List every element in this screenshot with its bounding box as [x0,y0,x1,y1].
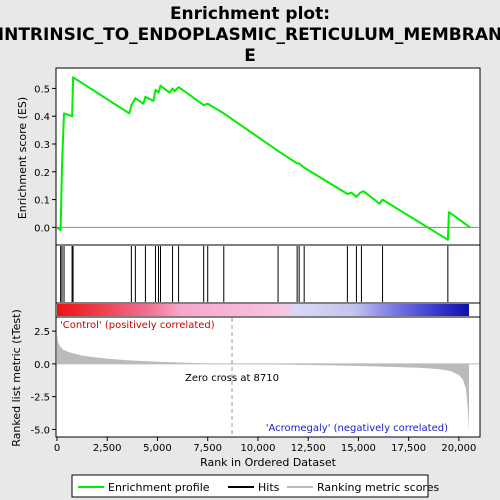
legend-label-metric: Ranking metric scores [317,481,439,494]
metric-y-tick-label: 0.0 [34,360,50,371]
hits-group [60,246,449,302]
x-tick-label: 0 [54,443,60,454]
metric-panel [55,316,481,438]
metric-y-tick-label: -5.0 [30,425,50,436]
es-y-tick-label: 0.3 [34,140,50,151]
es-y-tick-label: 0.5 [34,84,50,95]
x-tick-label: 12,500 [291,443,326,454]
es-y-tick-label: 0.2 [34,168,50,179]
enrichment-profile-line [56,76,471,241]
x-tick-label: 10,000 [240,443,275,454]
es-panel [55,67,481,246]
metric-y-tick-label: -2.5 [30,393,50,404]
title-line-1: Enrichment plot: [170,4,330,24]
metric-y-tick-label: 2.5 [34,327,50,338]
legend-label-hits: Hits [258,481,280,494]
rank-color-bar [57,304,469,316]
x-axis-label: Rank in Ordered Dataset [200,456,337,469]
metric-y-axis-label: Ranked list metric (tTest) [10,309,23,446]
es-y-tick-label: 0.1 [34,196,50,207]
legend-label-enrichment: Enrichment profile [108,481,210,494]
x-tick-label: 7,500 [193,443,222,454]
positive-correlation-label: 'Control' (positively correlated) [60,320,215,331]
x-tick-label: 20,000 [441,443,476,454]
x-tick-label: 5,000 [143,443,172,454]
es-y-tick-label: 0.4 [34,112,50,123]
title-line-3: E [244,46,256,66]
es-y-axis: 0.0 0.1 0.2 0.3 0.4 0.5 [34,84,56,234]
metric-x-axis: 0 2,500 5,000 7,500 10,000 12,500 15,000 17,500… [54,437,476,454]
title-line-2: INTRINSIC_TO_ENDOPLASMIC_RETICULUM_MEMBR… [0,25,500,45]
metric-y-axis: 2.5 0.0 -2.5 -5.0 [30,327,56,436]
x-tick-label: 2,500 [93,443,122,454]
hits-panel [55,244,481,304]
x-tick-label: 15,000 [341,443,376,454]
es-y-tick-label: 0.0 [34,223,50,234]
zero-cross-label: Zero cross at 8710 [185,373,279,384]
es-y-axis-label: Enrichment score (ES) [16,97,29,219]
x-tick-label: 17,500 [391,443,426,454]
negative-correlation-label: 'Acromegaly' (negatively correlated) [266,423,448,434]
